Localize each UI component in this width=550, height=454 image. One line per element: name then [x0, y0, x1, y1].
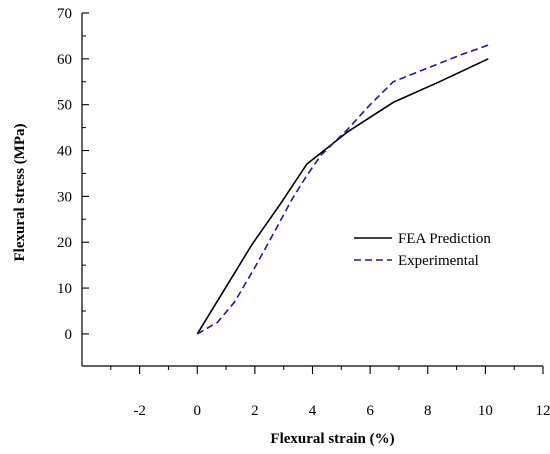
- y-tick-label: 30: [57, 189, 72, 205]
- series-lines: [196, 44, 489, 335]
- series-line-fea-prediction: [196, 58, 489, 335]
- y-tick-label: 40: [57, 144, 72, 160]
- x-tick-label: 6: [366, 403, 374, 419]
- x-tick-label: 0: [194, 403, 202, 419]
- y-tick-label: 10: [57, 281, 72, 297]
- y-tick-label: 70: [57, 6, 72, 22]
- legend: FEA Prediction Experimental: [354, 231, 491, 269]
- y-tick-label: 60: [57, 52, 72, 68]
- x-axis-title: Flexural strain (%): [270, 431, 394, 447]
- y-tick-label: 20: [57, 235, 72, 251]
- x-tick-label: 2: [251, 403, 259, 419]
- legend-label: Experimental: [398, 253, 479, 269]
- x-tick-label: 8: [424, 403, 432, 419]
- legend-label: FEA Prediction: [398, 231, 491, 247]
- y-axis-title: Flexural stress (MPa): [12, 123, 28, 261]
- x-tick-label: 12: [536, 403, 550, 419]
- x-tick-label: -2: [133, 403, 146, 419]
- series-line-experimental: [196, 44, 489, 335]
- x-tick-label: 10: [478, 403, 493, 419]
- x-tick-label: 4: [309, 403, 317, 419]
- y-tick-label: 50: [57, 98, 72, 114]
- ticks: 0 10 20 30 40 50 60 70 -2 0 2 4 6 8 10 12: [57, 6, 550, 419]
- y-tick-label: 0: [65, 327, 73, 343]
